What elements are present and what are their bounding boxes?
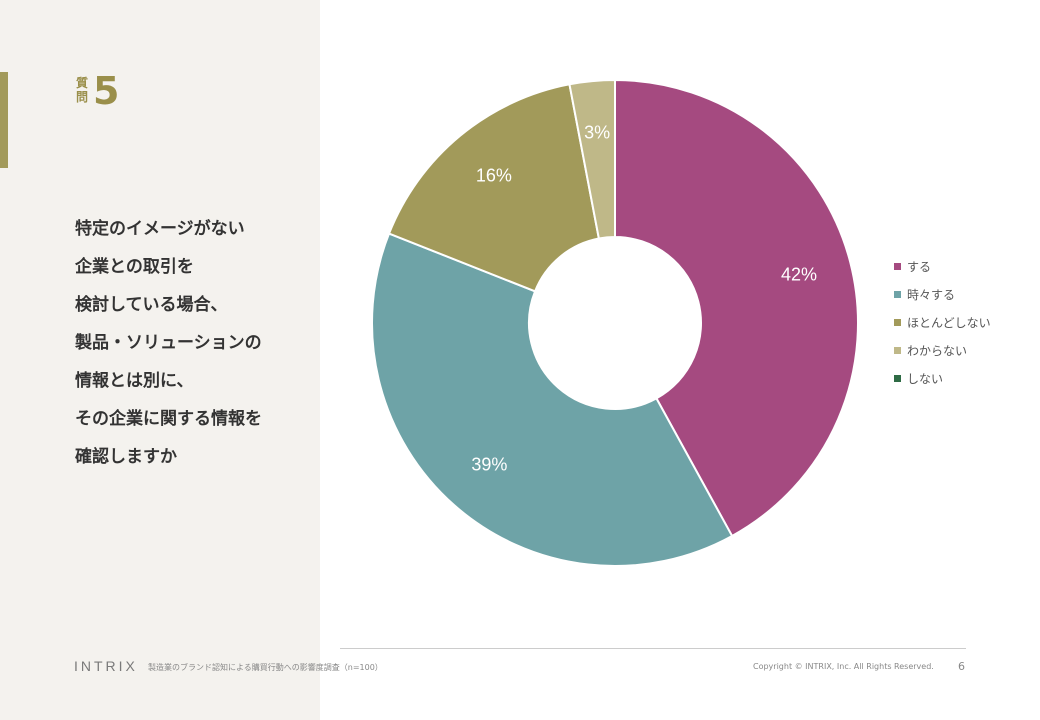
legend-label: 時々する — [907, 287, 956, 302]
legend-label: しない — [907, 371, 944, 386]
page-number: 6 — [958, 660, 965, 673]
question-line: 企業との取引を — [75, 257, 194, 277]
legend-item: 時々する — [894, 280, 1034, 308]
slice-label: 42% — [781, 264, 817, 284]
legend-item: する — [894, 252, 1034, 280]
question-text: 特定のイメージがない 企業との取引を 検討している場合、 製品・ソリューションの… — [75, 210, 315, 476]
legend-item: しない — [894, 364, 1034, 392]
legend-swatch — [894, 346, 901, 354]
legend-label: ほとんどしない — [907, 315, 991, 330]
question-line: 特定のイメージがない — [75, 219, 245, 239]
legend-swatch — [894, 290, 901, 298]
accent-bar — [0, 72, 8, 168]
legend-item: ほとんどしない — [894, 308, 1034, 336]
question-line: 製品・ソリューションの — [75, 333, 262, 353]
legend-swatch — [894, 318, 901, 326]
question-line: その企業に関する情報を — [75, 409, 262, 429]
slice-label: 16% — [476, 165, 512, 185]
donut-slice — [387, 83, 601, 293]
question-kanji: 質 問 — [76, 76, 90, 104]
chart-legend: する 時々する ほとんどしない わからない しない — [894, 252, 1034, 392]
legend-swatch — [894, 374, 901, 382]
legend-item: わからない — [894, 336, 1034, 364]
question-kanji-bottom: 問 — [76, 90, 89, 104]
question-line: 検討している場合、 — [75, 295, 228, 315]
left-panel — [0, 0, 320, 720]
donut-slice — [371, 232, 734, 567]
footer-divider — [340, 648, 966, 649]
question-line: 確認しますか — [75, 447, 177, 467]
question-number: 5 — [93, 69, 120, 113]
slice-label: 39% — [471, 454, 507, 474]
donut-slice — [614, 78, 859, 538]
footer-title: 製造業のブランド認知による購買行動への影響度調査（n=100） — [148, 663, 383, 672]
question-kanji-top: 質 — [76, 76, 89, 90]
copyright: Copyright © INTRIX, Inc. All Rights Rese… — [753, 662, 934, 671]
legend-swatch — [894, 262, 901, 270]
legend-label: する — [907, 259, 932, 274]
company-logo: INTRIX — [74, 658, 138, 674]
question-line: 情報とは別に、 — [75, 371, 194, 391]
donut-slice — [568, 78, 616, 240]
slice-label: 3% — [584, 123, 610, 143]
legend-label: わからない — [907, 343, 968, 358]
